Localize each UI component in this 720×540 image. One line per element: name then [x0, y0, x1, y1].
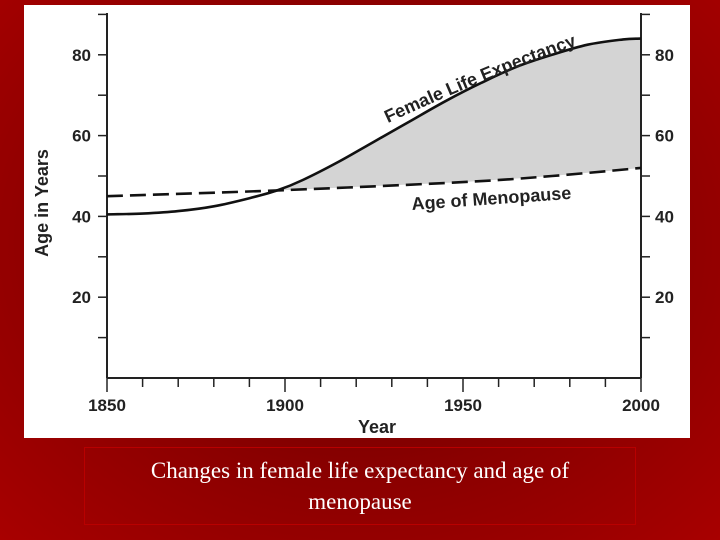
- series-line-menopause: [106, 166, 642, 198]
- shaded-gap-region: [277, 38, 641, 191]
- y-tick-label-left: 80: [72, 46, 91, 65]
- y-axis-title: Age in Years: [32, 149, 52, 257]
- x-tick-label: 1950: [444, 396, 482, 415]
- menopause-label: Age of Menopause: [411, 183, 572, 214]
- y-tick-label-right: 40: [655, 207, 674, 226]
- y-tick-label-left: 40: [72, 207, 91, 226]
- y-tick-label-right: 60: [655, 127, 674, 146]
- caption-text: Changes in female life expectancy and ag…: [150, 458, 570, 514]
- x-axis-title: Year: [358, 417, 396, 437]
- y-tick-label-left: 20: [72, 288, 91, 307]
- caption-box: Changes in female life expectancy and ag…: [84, 447, 636, 525]
- x-tick-label: 2000: [622, 396, 660, 415]
- x-tick-label: 1900: [266, 396, 304, 415]
- chart-panel: 20 40 60 80 20 40 60 80 1850 1900 1950 2000 Year Ag…: [24, 5, 690, 438]
- x-tick-label: 1850: [88, 396, 126, 415]
- y-tick-label-right: 80: [655, 46, 674, 65]
- y-tick-label-left: 60: [72, 127, 91, 146]
- y-tick-label-right: 20: [655, 288, 674, 307]
- chart-svg: 20 40 60 80 20 40 60 80 1850 1900 1950 2000 Year Ag…: [32, 13, 674, 437]
- series-line-life-expectancy: [106, 37, 642, 216]
